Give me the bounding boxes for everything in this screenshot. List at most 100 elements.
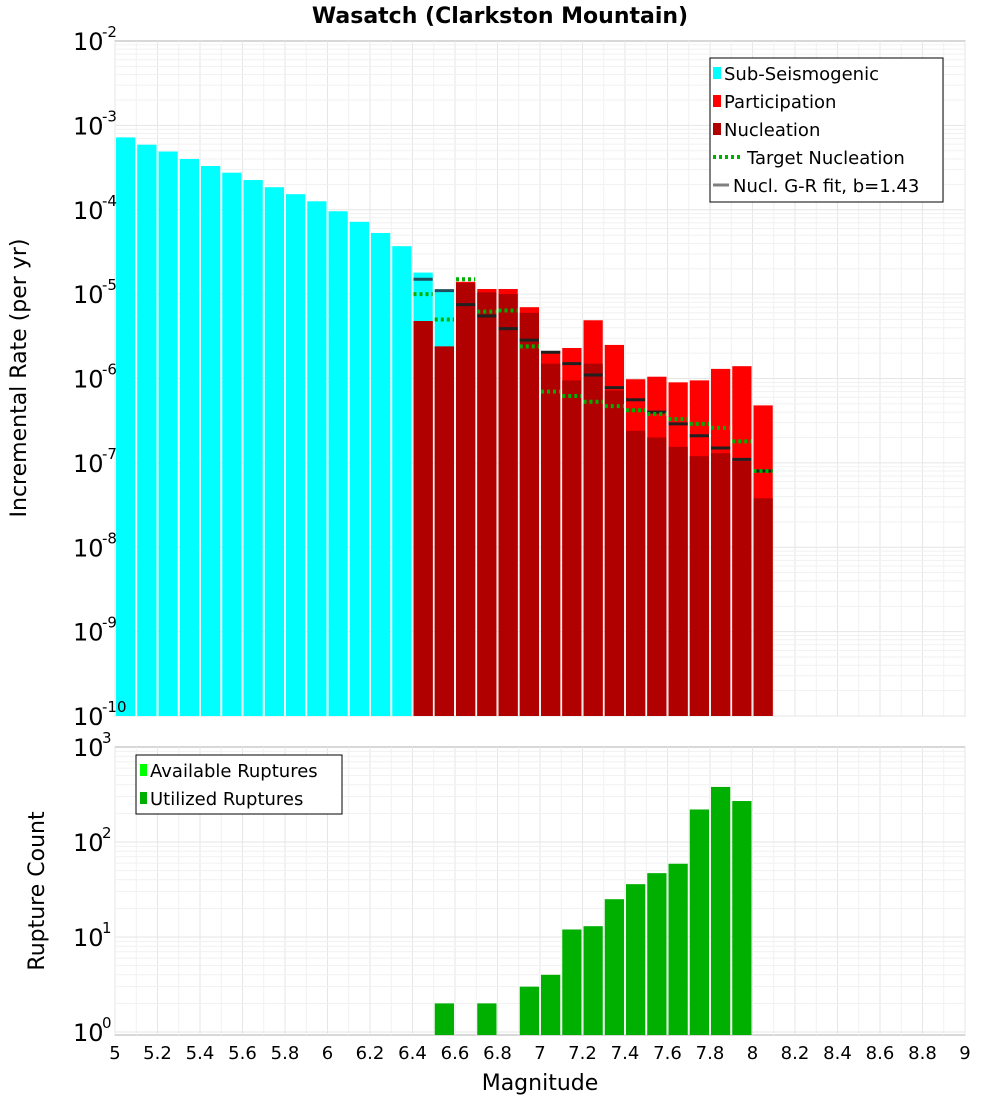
- sub-seismogenic-bar: [264, 187, 284, 716]
- x-tick-label: 7.4: [611, 1043, 640, 1064]
- x-tick-label: 5.8: [271, 1043, 300, 1064]
- utilized-ruptures-bar: [519, 986, 539, 1035]
- legend-label-gr-fit: Nucl. G-R fit, b=1.43: [733, 176, 919, 197]
- y-tick-exponent-rate: -5: [102, 276, 117, 294]
- y-tick-label-rate: 10: [73, 703, 104, 731]
- y-tick-exponent-rate: -7: [102, 445, 117, 463]
- x-tick-label: 7.6: [653, 1043, 682, 1064]
- rupture-legend-box: [135, 754, 343, 815]
- nucleation-bar: [519, 312, 539, 716]
- sub-seismogenic-bar: [222, 172, 242, 717]
- rupture-bars: [434, 786, 752, 1035]
- y-tick-exponent-count: 0: [102, 1014, 112, 1032]
- nucleation-bar: [477, 292, 497, 716]
- y-tick-label-rate: 10: [73, 450, 104, 478]
- rupture-legend: Available Ruptures Utilized Ruptures: [135, 754, 343, 815]
- sub-seismogenic-bar: [392, 246, 412, 716]
- legend-swatch-utilized-ruptures: [140, 792, 147, 804]
- x-tick-label: 5.4: [186, 1043, 215, 1064]
- utilized-ruptures-bar: [604, 899, 624, 1035]
- legend-swatch-nucleation: [713, 123, 721, 135]
- utilized-ruptures-bar: [562, 929, 582, 1035]
- nucleation-bar: [732, 461, 752, 716]
- x-axis-label: Magnitude: [482, 1071, 599, 1096]
- legend-swatch-available-ruptures: [140, 764, 147, 776]
- x-tick-label: 8: [747, 1043, 758, 1064]
- utilized-ruptures-bar: [541, 974, 561, 1035]
- y-tick-label-rate: 10: [73, 197, 104, 225]
- x-tick-label: 7: [534, 1043, 545, 1064]
- y-tick-label-rate: 10: [73, 619, 104, 647]
- utilized-ruptures-bar: [689, 809, 709, 1035]
- nucleation-bar: [753, 498, 773, 716]
- legend-label-available-ruptures: Available Ruptures: [150, 761, 318, 782]
- nucleation-bar: [647, 437, 667, 716]
- legend-label-participation: Participation: [724, 92, 836, 113]
- legend-label-nucleation: Nucleation: [724, 120, 820, 141]
- rate-marks: [413, 277, 773, 474]
- sub-seismogenic-bar: [349, 221, 369, 716]
- sub-seismogenic-bar: [286, 194, 306, 717]
- y-tick-exponent-count: 1: [102, 919, 112, 937]
- y-tick-exponent-rate: -4: [102, 192, 117, 210]
- x-tick-label: 9: [959, 1043, 970, 1064]
- y-tick-exponent-count: 2: [102, 824, 112, 842]
- y-tick-exponent-rate: -3: [102, 107, 117, 125]
- y-tick-exponent-count: 3: [102, 729, 112, 747]
- x-tick-label: 8.6: [866, 1043, 895, 1064]
- chart-title: Wasatch (Clarkston Mountain): [312, 4, 688, 29]
- nucleation-bar: [668, 446, 688, 716]
- legend-label-sub-seismogenic: Sub-Seismogenic: [724, 64, 879, 85]
- x-tick-label: 6.4: [398, 1043, 427, 1064]
- sub-seismogenic-bar: [243, 180, 263, 716]
- y-tick-label-rate: 10: [73, 534, 104, 562]
- nucleation-bar: [562, 380, 582, 716]
- utilized-ruptures-bar: [647, 873, 667, 1035]
- legend-swatch-participation: [713, 95, 721, 107]
- utilized-ruptures-bar: [477, 1003, 497, 1035]
- y-tick-label-rate: 10: [73, 366, 104, 394]
- sub-seismogenic-bar: [307, 201, 327, 716]
- y-tick-exponent-rate: -10: [102, 698, 127, 716]
- nucleation-bar: [498, 294, 518, 716]
- nucleation-bar: [626, 430, 646, 716]
- legend-label-utilized-ruptures: Utilized Ruptures: [150, 789, 303, 810]
- utilized-ruptures-bar: [626, 884, 646, 1035]
- rate-legend: Sub-Seismogenic Participation Nucleation…: [709, 57, 944, 203]
- y-tick-label-rate: 10: [73, 28, 104, 56]
- nucleation-bar: [456, 283, 476, 716]
- y-tick-label-count: 10: [73, 734, 104, 762]
- y-tick-exponent-rate: -6: [102, 361, 117, 379]
- rate-y-axis-label: Incremental Rate (per yr): [7, 239, 32, 518]
- x-axis-ticks: 5 5.2 5.4 5.6 5.8 6 6.2 6.4 6.6 6.8 7 7.2 7.4 7.6 7.8 8…: [109, 1043, 970, 1064]
- sub-seismogenic-bar: [328, 211, 348, 717]
- y-tick-exponent-rate: -2: [102, 23, 117, 41]
- sub-seismogenic-bar: [371, 233, 391, 716]
- y-tick-exponent-rate: -8: [102, 529, 117, 547]
- rupture-y-axis-label: Rupture Count: [25, 811, 50, 971]
- sub-seismogenic-bar: [137, 144, 157, 717]
- x-tick-label: 8.8: [908, 1043, 937, 1064]
- nucleation-bar: [413, 321, 433, 716]
- rate-bars: [116, 137, 773, 717]
- x-tick-label: 5.6: [228, 1043, 257, 1064]
- x-tick-label: 6.2: [356, 1043, 385, 1064]
- x-tick-label: 6: [322, 1043, 333, 1064]
- legend-label-target-nucleation: Target Nucleation: [746, 148, 905, 169]
- sub-seismogenic-bar: [179, 158, 199, 717]
- y-tick-label-count: 10: [73, 1019, 104, 1047]
- utilized-ruptures-bar: [732, 801, 752, 1035]
- x-tick-label: 6.8: [483, 1043, 512, 1064]
- x-tick-label: 8.4: [823, 1043, 852, 1064]
- x-tick-label: 8.2: [781, 1043, 810, 1064]
- nucleation-bar: [689, 456, 709, 716]
- y-tick-label-count: 10: [73, 924, 104, 952]
- y-tick-exponent-rate: -9: [102, 614, 117, 632]
- nucleation-bar: [541, 363, 561, 716]
- utilized-ruptures-bar: [668, 863, 688, 1035]
